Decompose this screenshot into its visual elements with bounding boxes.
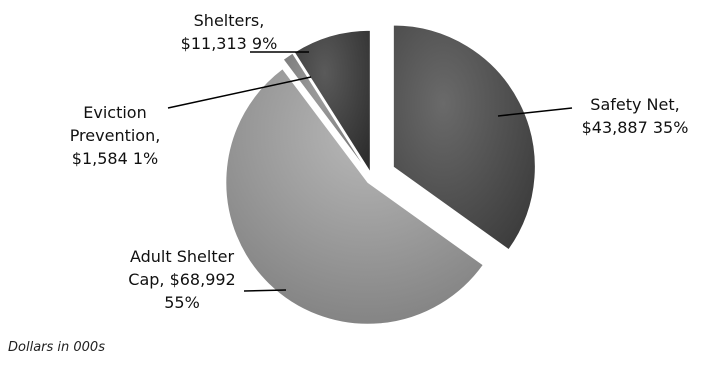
slice-label-line: Prevention, — [70, 126, 161, 145]
slice-label-safety-net: Safety Net, $43,887 35% — [582, 95, 689, 137]
slice-label-eviction-prevention: Eviction Prevention, $1,584 1% — [70, 103, 161, 168]
slice-label-line: Shelters, — [194, 11, 265, 30]
pie-slice-adult-shelter-cap — [225, 68, 484, 325]
slice-label-line: Cap, $68,992 — [128, 270, 235, 289]
unit-note: Dollars in 000s — [8, 340, 105, 355]
pie-slice-safety-net — [392, 24, 536, 251]
slice-label-adult-shelter-cap: Adult Shelter Cap, $68,992 55% — [128, 247, 235, 312]
slice-label-line: Eviction — [83, 103, 146, 122]
slice-label-line: $43,887 35% — [582, 118, 689, 137]
pie-slice-eviction-prevention — [282, 52, 370, 174]
leader-line-eviction-prevention — [167, 76, 312, 109]
leader-line-safety-net — [497, 107, 573, 117]
slice-label-line: $1,584 1% — [72, 149, 158, 168]
slice-label-line: $11,313 9% — [181, 34, 278, 53]
slice-label-line: Safety Net, — [590, 95, 679, 114]
slice-label-line: 55% — [164, 293, 200, 312]
leader-line-adult-shelter-cap — [243, 289, 287, 292]
slice-label-shelters: Shelters, $11,313 9% — [181, 11, 278, 53]
slice-label-line: Adult Shelter — [130, 247, 234, 266]
